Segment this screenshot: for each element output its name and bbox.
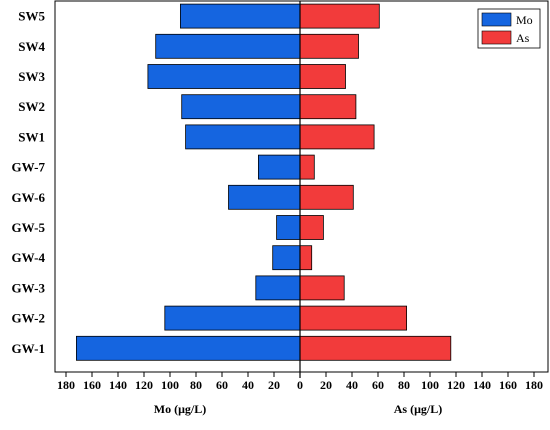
bar-mo-gw-4 [272, 245, 301, 271]
bar-as-gw-7 [299, 154, 315, 180]
left-tick-label-80: 80 [190, 378, 202, 392]
x-axis-ticks: 180 160 140 120 100 80 60 40 20 0 20 40 60 80 100 120 14… [57, 372, 543, 392]
left-tick-label-0: 0 [297, 378, 303, 392]
category-label-sw1: SW1 [18, 129, 45, 144]
bar-mo-sw2 [181, 94, 301, 120]
category-label-sw2: SW2 [18, 99, 45, 114]
left-tick-label-120: 120 [135, 378, 153, 392]
bar-as-sw3 [299, 64, 346, 89]
category-label-gw-2: GW-2 [12, 311, 45, 326]
bar-as-gw-6 [299, 184, 354, 210]
right-tick-label-120: 120 [447, 378, 465, 392]
bar-mo-gw-2 [164, 305, 301, 331]
category-label-gw-3: GW-3 [12, 280, 46, 295]
bar-as-sw4 [299, 33, 359, 59]
left-tick-label-140: 140 [109, 378, 127, 392]
right-tick-label-100: 100 [421, 378, 439, 392]
legend-swatch-as [481, 30, 512, 45]
bar-mo-gw-3 [255, 275, 301, 301]
bar-as-gw-5 [299, 215, 324, 240]
left-tick-label-40: 40 [242, 378, 254, 392]
right-tick-label-160: 160 [499, 378, 517, 392]
legend: Mo As [477, 8, 541, 49]
legend-swatch-mo [481, 12, 512, 27]
category-label-sw3: SW3 [18, 69, 45, 84]
bar-mo-sw3 [147, 64, 301, 89]
left-tick-label-180: 180 [57, 378, 75, 392]
category-label-gw-6: GW-6 [12, 190, 46, 205]
right-tick-label-80: 80 [398, 378, 410, 392]
bar-as-sw1 [299, 124, 375, 150]
left-tick-label-60: 60 [216, 378, 228, 392]
bar-as-gw-4 [299, 245, 313, 271]
right-tick-label-40: 40 [346, 378, 358, 392]
category-label-gw-1: GW-1 [12, 341, 45, 356]
legend-label-as: As [516, 31, 530, 45]
left-tick-label-20: 20 [268, 378, 280, 392]
bar-as-sw5 [299, 3, 380, 29]
right-tick-label-60: 60 [372, 378, 384, 392]
bars-layer [76, 3, 452, 361]
bar-mo-gw-7 [257, 154, 301, 180]
category-label-gw-5: GW-5 [12, 220, 46, 235]
bar-as-gw-3 [299, 275, 345, 301]
category-labels: GW-1 GW-2 GW-3 GW-4 GW-5 GW-6 GW-7 SW1 SW2 SW3 SW4… [12, 9, 46, 356]
left-axis-title: Mo (μg/L) [154, 402, 206, 416]
right-tick-label-140: 140 [473, 378, 491, 392]
bar-mo-sw5 [179, 3, 301, 29]
right-tick-label-180: 180 [525, 378, 543, 392]
bar-as-sw2 [299, 94, 357, 120]
category-label-gw-4: GW-4 [12, 250, 46, 265]
category-label-sw5: SW5 [18, 9, 45, 24]
category-label-sw4: SW4 [18, 39, 45, 54]
category-label-gw-7: GW-7 [12, 160, 46, 175]
bar-mo-sw1 [185, 124, 301, 150]
bar-mo-gw-1 [76, 335, 301, 361]
plot-frame [54, 0, 549, 373]
right-tick-label-20: 20 [320, 378, 332, 392]
legend-label-mo: Mo [516, 13, 533, 27]
right-axis-title: As (μg/L) [394, 402, 442, 416]
bar-as-gw-2 [299, 305, 407, 331]
bar-mo-gw-6 [228, 184, 301, 210]
bar-mo-sw4 [155, 33, 301, 59]
bar-mo-gw-5 [276, 215, 301, 240]
bar-as-gw-1 [299, 335, 452, 361]
left-tick-label-160: 160 [83, 378, 101, 392]
left-tick-label-100: 100 [161, 378, 179, 392]
